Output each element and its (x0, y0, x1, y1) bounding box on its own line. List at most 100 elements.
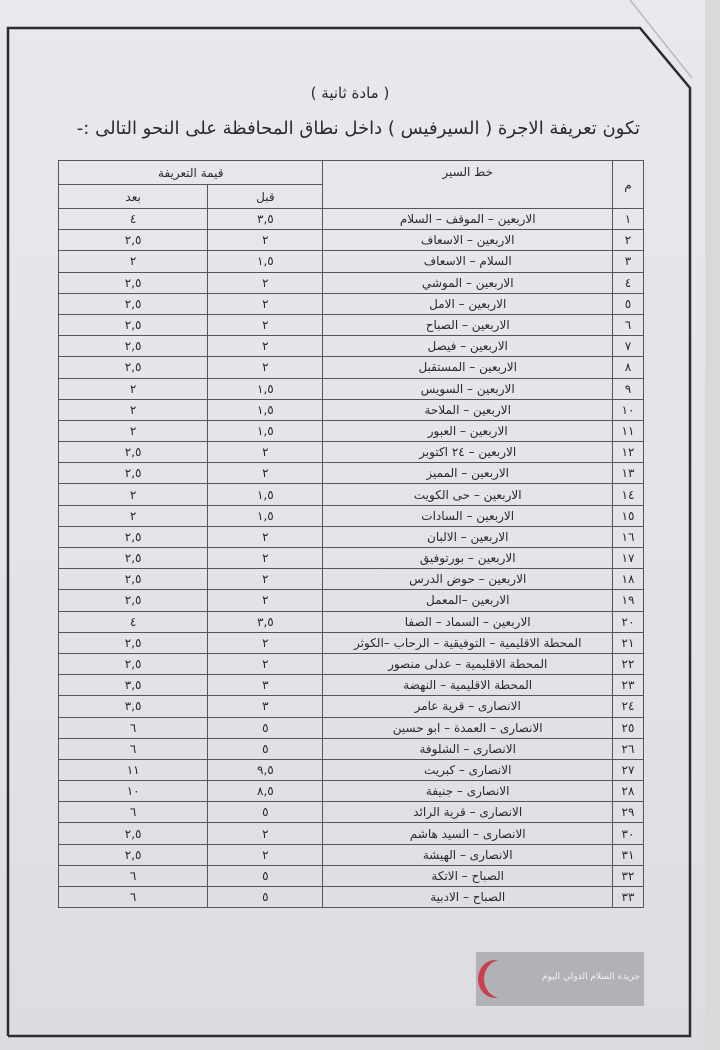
article-subtitle: ( مادة ثانية ) (310, 84, 390, 102)
table-row: ١٤ الاربعين – حى الكويت ١,٥ ٢ (57, 483, 645, 506)
cell-number: ٣٠ (611, 822, 645, 845)
table-row: ٢٦ الانصارى – الشلوفة ٥ ٦ (57, 737, 645, 760)
table-row: ٢٤ الانصارى – قرية عامر ٣ ٣,٥ (57, 695, 645, 718)
cell-route: الانصارى – الشلوفة (322, 737, 613, 760)
cell-fare-before: ٢ (207, 525, 324, 549)
table-row: ٣١ الانصارى – الهيشة ٢ ٢,٥ (57, 843, 645, 866)
cell-number: ٢٨ (611, 780, 645, 803)
crescent-logo-icon (484, 960, 518, 998)
paper-fold-line (629, 0, 693, 79)
cell-route: الاربعين – الموشي (322, 271, 613, 294)
cell-fare-after: ٤ (57, 610, 209, 633)
cell-fare-before: ٢ (207, 652, 324, 676)
cell-number: ٢٣ (611, 674, 645, 697)
cell-number: ٢٧ (611, 758, 645, 782)
cell-number: ١٠ (611, 398, 645, 421)
cell-fare-before: ٢ (207, 631, 324, 654)
cell-number: ٣٢ (611, 864, 645, 888)
cell-fare-after: ٣,٥ (57, 674, 209, 697)
table-row: ١٣ الاربعين – المميز ٢ ٢,٥ (57, 462, 645, 485)
cell-route: المحطة الاقليمية – التوفيقية – الرحاب –ا… (322, 631, 613, 654)
cell-fare-after: ٢,٥ (57, 271, 209, 294)
table-row: ١ الاربعين – الموقف – السلام ٣,٥ ٤ (57, 207, 645, 231)
cell-fare-after: ٤ (57, 207, 209, 231)
cell-fare-before: ٥ (207, 864, 324, 888)
cell-route: الاربعين – حى الكويت (322, 483, 613, 506)
cell-route: الاربعين – الملاحة (322, 398, 613, 421)
cell-number: ٢٤ (611, 695, 645, 718)
cell-number: ٣١ (611, 843, 645, 866)
cell-fare-after: ٢ (57, 483, 209, 506)
cell-fare-before: ١,٥ (207, 504, 324, 527)
cell-number: ١٥ (611, 504, 645, 527)
table-row: ١٨ الاربعين – حوض الدرس ٢ ٢,٥ (57, 568, 645, 591)
cell-number: ٩ (611, 377, 645, 400)
cell-number: ٢١ (611, 631, 645, 654)
cell-number: ٨ (611, 356, 645, 379)
fare-table-body: ١ الاربعين – الموقف – السلام ٣,٥ ٤ ٢ الاربعين… (57, 207, 645, 909)
cell-number: ٣٣ (611, 885, 645, 909)
cell-fare-before: ١,٥ (207, 483, 324, 506)
cell-route: الاربعين –المعمل (322, 589, 613, 612)
cell-route: الانصارى – قرية الرائد (322, 801, 613, 824)
table-row: ١١ الاربعين – العبور ١,٥ ٢ (57, 419, 645, 443)
cell-route: الاربعين – السادات (322, 504, 613, 527)
fare-table: م خط السير قيمة التعريفة قبل بعد ١ الاربع… (57, 160, 645, 909)
cell-fare-before: ٨,٥ (207, 780, 324, 803)
table-row: ٢٣ المحطة الاقليمية – النهضة ٣ ٣,٥ (57, 674, 645, 697)
table-row: ١٠ الاربعين – الملاحة ١,٥ ٢ (57, 398, 645, 421)
cell-fare-after: ٢,٥ (57, 652, 209, 676)
cell-number: ١٣ (611, 462, 645, 485)
cell-fare-after: ٢ (57, 250, 209, 273)
cell-route: الانصارى – السيد هاشم (322, 822, 613, 845)
header-before: قبل (207, 184, 324, 209)
cell-number: ١٨ (611, 568, 645, 591)
cell-fare-before: ٢ (207, 546, 324, 570)
header-number: م (611, 160, 645, 209)
cell-fare-before: ١,٥ (207, 398, 324, 421)
cell-fare-after: ٢,٥ (57, 525, 209, 549)
cell-route: السلام – الاسعاف (322, 250, 613, 273)
cell-number: ٢ (611, 229, 645, 252)
cell-route: الاربعين – المستقبل (322, 356, 613, 379)
table-row: ٢١ المحطة الاقليمية – التوفيقية – الرحاب … (57, 631, 645, 654)
document-title: تكون تعريفة الاجرة ( السيرفيس ) داخل نطا… (76, 118, 640, 139)
cell-fare-before: ٢ (207, 843, 324, 866)
cell-fare-before: ٣,٥ (207, 207, 324, 231)
cell-number: ١١ (611, 419, 645, 443)
cell-fare-before: ٢ (207, 568, 324, 591)
cell-number: ٥ (611, 292, 645, 315)
document-page: ( مادة ثانية ) تكون تعريفة الاجرة ( السي… (0, 0, 705, 1050)
cell-number: ١٦ (611, 525, 645, 549)
table-row: ٢٥ الانصارى – العمدة – ابو حسين ٥ ٦ (57, 716, 645, 739)
table-row: ٤ الاربعين – الموشي ٢ ٢,٥ (57, 271, 645, 294)
table-row: ١٦ الاربعين – الالبان ٢ ٢,٥ (57, 525, 645, 549)
watermark-text: جريدة السلام الدولي اليوم (541, 972, 640, 982)
table-row: ٣٣ الصباح – الادبية ٥ ٦ (57, 885, 645, 909)
cell-fare-after: ١١ (57, 758, 209, 782)
cell-route: الاربعين – ٢٤ اكتوبر (322, 441, 613, 464)
table-row: ١٥ الاربعين – السادات ١,٥ ٢ (57, 504, 645, 527)
cell-fare-before: ٢ (207, 335, 324, 358)
cell-number: ٣ (611, 250, 645, 273)
table-row: ٢ الاربعين – الاسعاف ٢ ٢,٥ (57, 229, 645, 252)
cell-route: الصباح – الاتكة (322, 864, 613, 888)
cell-route: الاربعين – السويس (322, 377, 613, 400)
cell-route: المحطة الاقليمية – النهضة (322, 674, 613, 697)
cell-route: الاربعين – الامل (322, 292, 613, 315)
cell-fare-after: ٢,٥ (57, 843, 209, 866)
cell-number: ٧ (611, 335, 645, 358)
cell-route: الانصارى – العمدة – ابو حسين (322, 716, 613, 739)
cell-fare-after: ٢,٥ (57, 313, 209, 337)
cell-number: ٢٢ (611, 652, 645, 676)
cell-fare-before: ٥ (207, 885, 324, 909)
table-row: ٢٨ الانصارى – جنيفة ٨,٥ ١٠ (57, 780, 645, 803)
cell-fare-before: ٢ (207, 441, 324, 464)
table-row: ١٩ الاربعين –المعمل ٢ ٢,٥ (57, 589, 645, 612)
cell-fare-before: ٣ (207, 695, 324, 718)
cell-route: الاربعين – فيصل (322, 335, 613, 358)
table-row: ١٢ الاربعين – ٢٤ اكتوبر ٢ ٢,٥ (57, 441, 645, 464)
cell-route: الانصارى – جنيفة (322, 780, 613, 803)
header-fare-value: قيمة التعريفة (57, 160, 324, 185)
